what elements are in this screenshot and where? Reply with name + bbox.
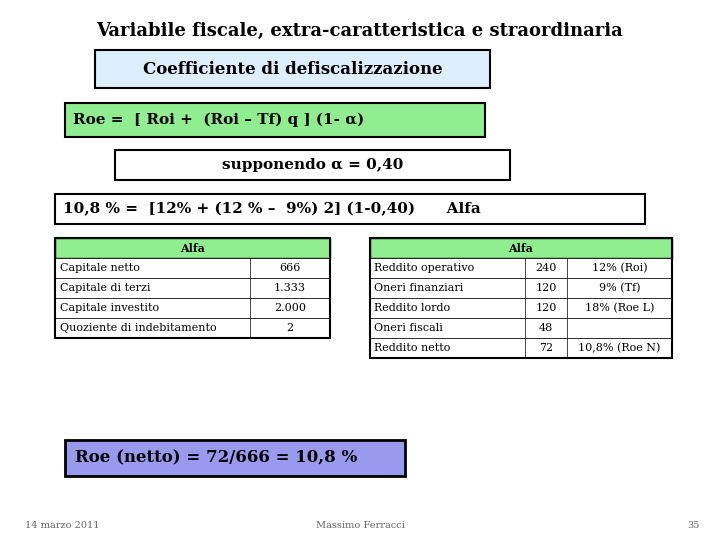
FancyBboxPatch shape: [55, 258, 330, 278]
Text: 120: 120: [535, 283, 557, 293]
Text: Alfa: Alfa: [180, 242, 205, 253]
Text: Oneri fiscali: Oneri fiscali: [374, 323, 443, 333]
Text: Variabile fiscale, extra-caratteristica e straordinaria: Variabile fiscale, extra-caratteristica …: [96, 22, 624, 40]
FancyBboxPatch shape: [370, 238, 672, 258]
FancyBboxPatch shape: [370, 318, 672, 338]
Text: 14 marzo 2011: 14 marzo 2011: [25, 521, 99, 530]
Text: 12% (Roi): 12% (Roi): [592, 263, 647, 273]
FancyBboxPatch shape: [55, 298, 330, 318]
FancyBboxPatch shape: [55, 238, 330, 258]
Text: 120: 120: [535, 303, 557, 313]
FancyBboxPatch shape: [370, 278, 672, 298]
FancyBboxPatch shape: [370, 298, 672, 318]
Text: 2: 2: [287, 323, 294, 333]
Text: 35: 35: [688, 521, 700, 530]
FancyBboxPatch shape: [370, 258, 672, 278]
Text: supponendo α = 0,40: supponendo α = 0,40: [222, 158, 403, 172]
Text: Reddito lordo: Reddito lordo: [374, 303, 450, 313]
FancyBboxPatch shape: [55, 278, 330, 298]
Text: 48: 48: [539, 323, 553, 333]
Text: Roe =  [ Roi +  (Roi – Tf) q ] (1- α): Roe = [ Roi + (Roi – Tf) q ] (1- α): [73, 113, 364, 127]
Text: 18% (Roe L): 18% (Roe L): [585, 303, 654, 313]
Text: 2.000: 2.000: [274, 303, 306, 313]
Text: Quoziente di indebitamento: Quoziente di indebitamento: [60, 323, 217, 333]
FancyBboxPatch shape: [95, 50, 490, 88]
Text: 1.333: 1.333: [274, 283, 306, 293]
Text: 10,8% (Roe N): 10,8% (Roe N): [578, 343, 661, 353]
FancyBboxPatch shape: [65, 103, 485, 137]
FancyBboxPatch shape: [65, 440, 405, 476]
Text: Capitale netto: Capitale netto: [60, 263, 140, 273]
FancyBboxPatch shape: [55, 194, 645, 224]
Text: Coefficiente di defiscalizzazione: Coefficiente di defiscalizzazione: [143, 60, 442, 78]
FancyBboxPatch shape: [55, 318, 330, 338]
FancyBboxPatch shape: [370, 338, 672, 358]
Text: Alfa: Alfa: [508, 242, 534, 253]
Text: 72: 72: [539, 343, 553, 353]
Text: 10,8 % =  [12% + (12 % –  9%) 2] (1-0,40)      Alfa: 10,8 % = [12% + (12 % – 9%) 2] (1-0,40) …: [63, 202, 481, 216]
Text: Capitale di terzi: Capitale di terzi: [60, 283, 150, 293]
Text: Oneri finanziari: Oneri finanziari: [374, 283, 464, 293]
Text: Reddito operativo: Reddito operativo: [374, 263, 474, 273]
FancyBboxPatch shape: [115, 150, 510, 180]
Text: Massimo Ferracci: Massimo Ferracci: [315, 521, 405, 530]
Text: Capitale investito: Capitale investito: [60, 303, 159, 313]
Text: 666: 666: [279, 263, 301, 273]
Text: 240: 240: [535, 263, 557, 273]
Text: 9% (Tf): 9% (Tf): [599, 283, 640, 293]
Text: Reddito netto: Reddito netto: [374, 343, 451, 353]
Text: Roe (netto) = 72/666 = 10,8 %: Roe (netto) = 72/666 = 10,8 %: [75, 449, 357, 467]
